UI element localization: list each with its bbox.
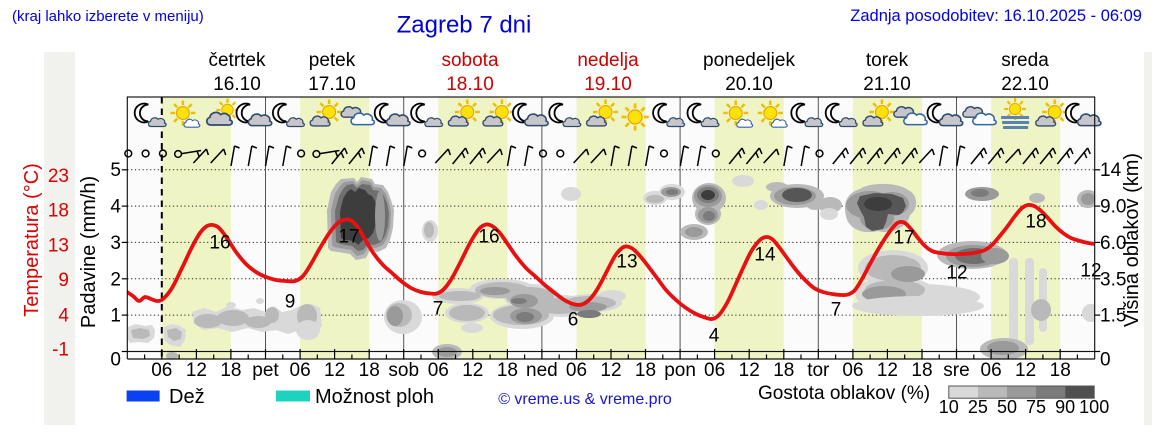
svg-text:23: 23 (48, 166, 69, 187)
svg-text:četrtek: četrtek (208, 50, 266, 71)
svg-text:06: 06 (981, 360, 1002, 381)
svg-text:4: 4 (58, 306, 69, 327)
svg-text:100: 100 (1079, 397, 1109, 417)
svg-text:Zadnja posodobitev: 16.10.2025: Zadnja posodobitev: 16.10.2025 - 06:09 (850, 7, 1142, 25)
svg-text:12: 12 (1015, 360, 1036, 381)
svg-text:(kraj lahko izberete v meniju): (kraj lahko izberete v meniju) (12, 8, 204, 25)
svg-text:ponedeljek: ponedeljek (703, 50, 795, 71)
svg-text:18: 18 (497, 360, 518, 381)
svg-text:petek: petek (309, 50, 356, 71)
svg-text:9.0: 9.0 (1100, 197, 1126, 218)
svg-text:12: 12 (1080, 261, 1101, 282)
svg-text:06: 06 (428, 360, 449, 381)
svg-text:17: 17 (338, 227, 359, 248)
svg-text:Možnost ploh: Možnost ploh (315, 386, 434, 408)
svg-text:9: 9 (285, 292, 296, 313)
svg-text:18: 18 (1025, 212, 1046, 233)
svg-text:16: 16 (209, 233, 230, 254)
svg-text:9: 9 (58, 270, 69, 291)
svg-text:-1: -1 (52, 340, 69, 361)
svg-text:ned: ned (526, 360, 558, 381)
svg-text:13: 13 (616, 252, 637, 273)
svg-text:14: 14 (754, 245, 776, 266)
svg-text:10: 10 (939, 397, 959, 417)
svg-text:21.10: 21.10 (863, 74, 911, 95)
svg-text:torek: torek (866, 50, 909, 71)
svg-text:pet: pet (252, 360, 279, 381)
svg-text:12: 12 (186, 360, 207, 381)
svg-text:18: 18 (220, 360, 241, 381)
svg-text:14: 14 (1100, 160, 1122, 181)
svg-text:tor: tor (807, 360, 830, 381)
svg-text:12: 12 (946, 263, 967, 284)
svg-text:7: 7 (831, 300, 842, 321)
svg-text:sobota: sobota (441, 50, 498, 71)
svg-text:13: 13 (48, 235, 69, 256)
svg-text:12: 12 (324, 360, 345, 381)
svg-text:0: 0 (1100, 350, 1111, 371)
svg-text:90: 90 (1055, 397, 1075, 417)
svg-text:17.10: 17.10 (308, 74, 356, 95)
svg-text:4: 4 (110, 197, 121, 218)
svg-text:18: 18 (635, 360, 656, 381)
svg-text:6: 6 (568, 310, 579, 331)
svg-text:1.5: 1.5 (1100, 306, 1126, 327)
svg-text:pon: pon (664, 360, 696, 381)
svg-text:06: 06 (704, 360, 725, 381)
svg-text:Višina oblakov (km): Višina oblakov (km) (1121, 153, 1143, 327)
svg-text:16: 16 (478, 227, 499, 248)
svg-text:Zagreb 7 dni: Zagreb 7 dni (397, 12, 532, 39)
svg-text:17: 17 (893, 228, 914, 249)
svg-text:20.10: 20.10 (725, 74, 773, 95)
svg-text:06: 06 (151, 360, 172, 381)
svg-text:Padavine (mm/h): Padavine (mm/h) (78, 176, 100, 328)
svg-text:nedelja: nedelja (577, 50, 639, 71)
svg-text:© vreme.us & vreme.pro: © vreme.us & vreme.pro (498, 391, 672, 408)
svg-text:22.10: 22.10 (1001, 74, 1049, 95)
svg-text:18: 18 (773, 360, 794, 381)
svg-text:16.10: 16.10 (213, 74, 261, 95)
svg-text:06: 06 (566, 360, 587, 381)
svg-text:12: 12 (600, 360, 621, 381)
svg-text:sre: sre (943, 360, 969, 381)
svg-text:06: 06 (842, 360, 863, 381)
svg-text:19.10: 19.10 (584, 74, 632, 95)
svg-text:18: 18 (1050, 360, 1071, 381)
svg-text:Temperatura (°C): Temperatura (°C) (21, 163, 43, 317)
svg-text:75: 75 (1026, 397, 1046, 417)
svg-text:50: 50 (997, 397, 1017, 417)
svg-text:Gostota oblakov (%): Gostota oblakov (%) (758, 383, 930, 404)
svg-text:18.10: 18.10 (446, 74, 494, 95)
svg-text:06: 06 (290, 360, 311, 381)
svg-text:0: 0 (110, 350, 121, 371)
svg-text:25: 25 (968, 397, 988, 417)
svg-text:18: 18 (359, 360, 380, 381)
svg-text:6.0: 6.0 (1100, 233, 1126, 254)
svg-text:Dež: Dež (169, 386, 205, 408)
svg-text:12: 12 (739, 360, 760, 381)
svg-text:1: 1 (110, 306, 121, 327)
svg-text:sreda: sreda (1001, 50, 1049, 71)
svg-text:3: 3 (110, 233, 121, 254)
svg-text:4: 4 (709, 326, 720, 347)
svg-text:sob: sob (388, 360, 419, 381)
svg-text:12: 12 (877, 360, 898, 381)
svg-text:12: 12 (462, 360, 483, 381)
svg-text:18: 18 (48, 200, 69, 221)
svg-text:3.5: 3.5 (1100, 269, 1126, 290)
svg-text:7: 7 (433, 299, 444, 320)
svg-text:2: 2 (110, 269, 121, 290)
svg-text:18: 18 (911, 360, 932, 381)
svg-text:5: 5 (110, 160, 121, 181)
